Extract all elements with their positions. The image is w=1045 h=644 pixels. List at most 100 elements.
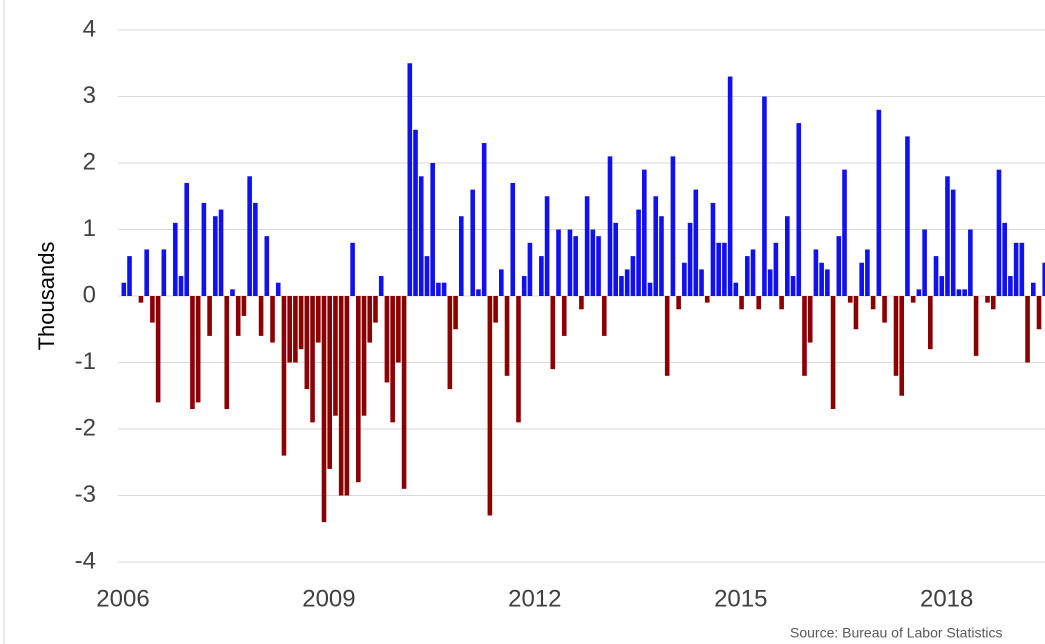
bar [121, 282, 127, 296]
bar [310, 296, 315, 423]
bar [304, 296, 310, 390]
bar [293, 296, 298, 363]
bar [224, 296, 230, 410]
bar [870, 296, 876, 310]
bar [356, 296, 361, 483]
bar [893, 296, 899, 376]
bar [138, 296, 144, 303]
bar [882, 296, 887, 323]
bar [127, 256, 132, 296]
y-tick-label: -2 [75, 414, 96, 441]
bar [447, 296, 453, 390]
y-tick-label: 4 [83, 15, 96, 42]
y-tick-label: 0 [83, 281, 96, 308]
bar [682, 262, 687, 296]
bar [819, 262, 824, 296]
bar [825, 269, 830, 296]
bar [150, 296, 155, 323]
bar [722, 242, 727, 296]
bar [653, 196, 659, 296]
bar [207, 296, 212, 336]
bar [544, 196, 550, 296]
bar [441, 282, 447, 296]
bar [647, 282, 653, 296]
bar [750, 249, 756, 296]
bar [201, 202, 207, 296]
bar [384, 296, 390, 383]
bar [315, 296, 321, 343]
bar [1013, 242, 1019, 296]
bar [876, 109, 882, 296]
bar [367, 296, 373, 343]
bar [298, 296, 304, 350]
bar [865, 249, 870, 296]
bar [338, 296, 344, 496]
bar [590, 229, 596, 296]
bar [1019, 242, 1025, 296]
x-tick-label: 2009 [302, 585, 355, 612]
bar [910, 296, 916, 303]
bar [287, 296, 292, 363]
bar [905, 136, 910, 296]
bar [327, 296, 333, 469]
bar [939, 276, 945, 296]
bar [275, 282, 281, 296]
bar [636, 209, 641, 296]
bar [390, 296, 395, 423]
bar [956, 289, 962, 296]
bar [235, 296, 241, 336]
bar [693, 189, 699, 296]
bar [504, 296, 510, 376]
bar [733, 282, 739, 296]
bar [601, 296, 607, 336]
bar [916, 289, 922, 296]
bar [584, 196, 590, 296]
bar [727, 76, 733, 296]
bar [172, 222, 178, 296]
x-tick-label: 2006 [96, 585, 149, 612]
bar [968, 229, 973, 296]
bar [830, 296, 836, 410]
bar [613, 222, 619, 296]
bar [630, 256, 636, 296]
y-tick-label: 2 [83, 148, 96, 175]
bar [144, 249, 149, 296]
bar [716, 242, 721, 296]
bar [561, 296, 567, 336]
bar [802, 296, 807, 376]
bar [664, 296, 670, 376]
y-axis-label: Thousands [34, 242, 59, 351]
bar [1002, 222, 1007, 296]
bar [670, 156, 676, 296]
y-tick-label: 3 [83, 82, 96, 109]
y-tick-label: 1 [83, 215, 96, 242]
bar [458, 216, 464, 296]
source: Source: Bureau of Labor Statistics [790, 625, 1002, 641]
bar [579, 296, 584, 310]
bar [436, 282, 441, 296]
bar [933, 256, 939, 296]
bar [785, 216, 790, 296]
bar [1030, 282, 1036, 296]
bar [418, 176, 424, 296]
bar [756, 296, 762, 310]
bar [396, 296, 401, 363]
bar [321, 296, 327, 523]
bar [739, 296, 744, 310]
bar [487, 296, 493, 516]
bar [184, 182, 190, 296]
bar [550, 296, 556, 370]
bar [922, 229, 927, 296]
bar [790, 276, 796, 296]
bar [493, 296, 498, 323]
bar [1025, 296, 1030, 363]
bar [1042, 262, 1045, 296]
bar [985, 296, 990, 303]
bar [333, 296, 338, 416]
bar [990, 296, 996, 310]
bar [270, 296, 275, 343]
bar [413, 129, 418, 296]
bar [945, 176, 950, 296]
bar [842, 169, 847, 296]
